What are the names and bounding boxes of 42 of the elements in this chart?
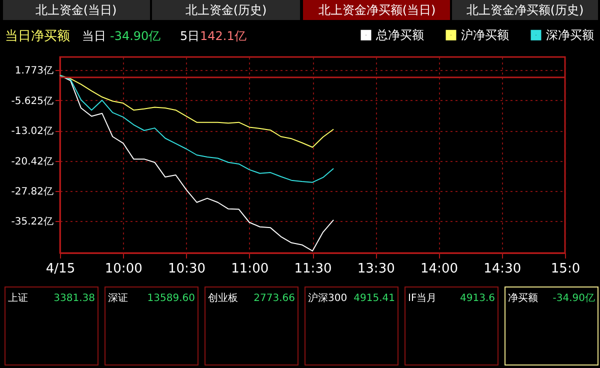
text: 4913.6 <box>460 293 495 304</box>
text: 2773.66 <box>254 293 295 304</box>
line-series <box>60 74 334 148</box>
text: 北上资金净买额(当日) <box>318 3 436 17</box>
text: 深证 <box>108 292 128 304</box>
x-tick-label: 13:30 <box>357 262 395 276</box>
text: -34.90亿 <box>110 29 161 43</box>
line-series <box>60 74 334 252</box>
text: 北上资金(历史) <box>185 3 267 17</box>
text: 3381.38 <box>54 293 95 304</box>
x-tick-label: 4/15 <box>46 262 76 276</box>
legend-label: 沪净买额 <box>461 28 509 42</box>
y-tick-label: -13.02亿 <box>11 126 54 138</box>
text: 北上资金净买额(历史) <box>466 3 584 17</box>
legend-label: 总净买额 <box>375 28 424 42</box>
text: 当日 <box>82 29 106 43</box>
x-tick-label: 11:30 <box>294 262 332 276</box>
y-tick-label: -27.82亿 <box>11 186 54 198</box>
text: 13589.60 <box>147 293 195 304</box>
y-tick-label: -5.625亿 <box>11 96 54 107</box>
x-tick-label: 14:00 <box>420 262 458 276</box>
text: -34.90亿 <box>552 293 595 304</box>
text: 北上资金(当日) <box>35 3 117 17</box>
y-tick-label: -35.22亿 <box>11 216 54 228</box>
legend-label: 深净买额 <box>546 28 594 42</box>
text: 5日 <box>180 29 200 43</box>
x-tick-label: 10:30 <box>168 262 206 276</box>
text: 142.1亿 <box>200 29 246 43</box>
y-tick-label: -20.42亿 <box>11 156 54 168</box>
line-series <box>60 74 334 183</box>
x-tick-label: 15:0 <box>550 262 580 276</box>
x-tick-label: 11:00 <box>231 262 269 276</box>
y-tick-label: 1.773亿 <box>14 66 54 77</box>
text: 4915.41 <box>354 293 395 304</box>
text: IF当月 <box>408 292 437 304</box>
chart-title: 当日净买额 <box>5 29 70 44</box>
text: 净买额 <box>508 292 538 304</box>
text: 上证 <box>8 292 28 304</box>
x-tick-label: 14:30 <box>484 262 522 276</box>
text: 创业板 <box>208 292 238 304</box>
text: 沪深300 <box>308 292 348 304</box>
x-tick-label: 10:00 <box>104 262 142 276</box>
